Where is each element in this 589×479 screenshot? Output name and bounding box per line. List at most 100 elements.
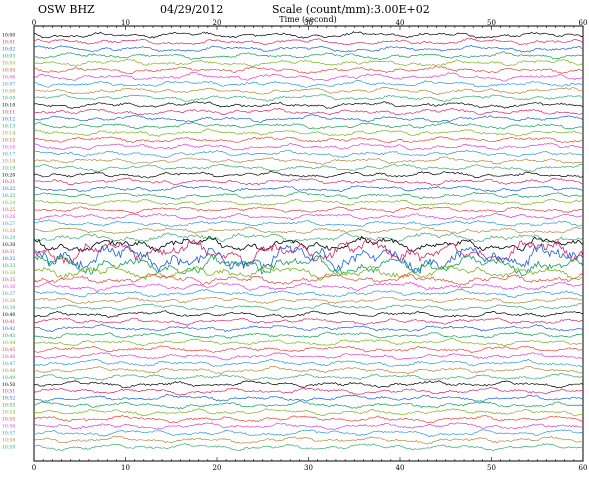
row-labels-group: 10:0010:0110:0210:0310:0410:0510:0610:07…	[2, 33, 15, 451]
trace-line	[33, 149, 584, 158]
trace-line	[33, 310, 583, 319]
row-time-label: 10:20	[2, 172, 15, 178]
trace-line	[33, 265, 583, 281]
trace-line	[33, 238, 584, 267]
trace-line	[33, 38, 584, 46]
row-time-label: 10:59	[2, 445, 15, 451]
row-time-label: 10:51	[2, 389, 15, 395]
row-time-label: 10:14	[2, 130, 15, 136]
trace-line	[33, 281, 584, 292]
scale-label: Scale (count/mm):3.00E+02	[272, 3, 430, 16]
trace-line	[33, 394, 584, 403]
bottom-tick-label: 40	[396, 464, 405, 472]
row-time-label: 10:37	[2, 291, 15, 297]
row-time-label: 10:08	[2, 88, 15, 94]
top-tick-label: 50	[487, 19, 496, 27]
row-time-label: 10:38	[2, 298, 15, 304]
row-time-label: 10:28	[2, 228, 15, 234]
trace-line	[33, 317, 584, 326]
trace-line	[33, 51, 584, 60]
trace-line	[33, 101, 584, 109]
row-time-label: 10:11	[2, 109, 15, 115]
top-tick-label: 60	[579, 19, 588, 27]
trace-line	[33, 352, 584, 361]
row-time-label: 10:01	[2, 40, 15, 46]
row-time-label: 10:36	[2, 284, 15, 290]
row-time-label: 10:40	[2, 312, 15, 318]
top-axis: 0 10 20 30 40 50 60	[32, 19, 588, 30]
row-time-label: 10:58	[2, 438, 15, 444]
row-time-label: 10:49	[2, 375, 15, 381]
row-time-label: 10:32	[2, 256, 15, 262]
trace-line	[33, 435, 584, 445]
trace-line	[33, 288, 584, 299]
top-tick-label: 0	[32, 19, 36, 27]
row-time-label: 10:41	[2, 319, 15, 325]
row-time-label: 10:31	[2, 249, 15, 255]
row-time-label: 10:03	[2, 54, 15, 60]
top-tick-label: 30	[304, 19, 313, 27]
trace-line	[33, 338, 584, 347]
row-time-label: 10:57	[2, 431, 15, 437]
row-time-label: 10:50	[2, 382, 15, 388]
trace-line	[33, 59, 584, 67]
row-time-label: 10:12	[2, 116, 15, 122]
trace-line	[33, 219, 584, 228]
row-time-label: 10:05	[2, 68, 15, 74]
trace-line	[33, 235, 584, 253]
top-tick-label: 20	[213, 19, 222, 27]
trace-line	[33, 414, 584, 424]
row-time-label: 10:07	[2, 81, 15, 87]
trace-line	[33, 232, 584, 244]
trace-line	[33, 323, 584, 333]
row-time-label: 10:34	[2, 270, 15, 276]
trace-line	[33, 86, 584, 95]
bottom-tick-label: 0	[32, 464, 36, 472]
row-time-label: 10:18	[2, 158, 15, 164]
row-time-label: 10:33	[2, 263, 15, 269]
trace-line	[34, 408, 584, 417]
row-time-label: 10:35	[2, 277, 15, 283]
trace-line	[33, 400, 584, 410]
trace-line	[33, 45, 584, 53]
trace-line	[33, 142, 583, 151]
row-time-label: 10:15	[2, 137, 15, 143]
row-time-label: 10:25	[2, 207, 15, 213]
row-time-label: 10:44	[2, 340, 15, 346]
row-time-label: 10:04	[2, 61, 15, 67]
row-time-label: 10:53	[2, 403, 15, 409]
row-time-label: 10:46	[2, 354, 15, 360]
row-time-label: 10:06	[2, 74, 15, 80]
row-time-label: 10:17	[2, 151, 15, 157]
row-time-label: 10:00	[2, 33, 15, 39]
row-time-label: 10:24	[2, 200, 15, 206]
trace-line	[33, 136, 584, 144]
trace-line	[33, 442, 584, 452]
trace-line	[33, 345, 584, 354]
trace-line	[33, 107, 584, 116]
row-time-label: 10:30	[2, 242, 15, 248]
trace-line	[33, 71, 584, 82]
trace-line	[33, 365, 584, 375]
trace-line	[33, 163, 584, 173]
trace-line	[33, 242, 584, 275]
trace-line	[33, 170, 584, 179]
trace-line	[33, 80, 584, 88]
row-time-label: 10:42	[2, 326, 15, 332]
row-time-label: 10:23	[2, 193, 15, 199]
trace-line	[33, 198, 584, 207]
row-time-label: 10:43	[2, 333, 15, 339]
trace-line	[33, 273, 584, 286]
trace-line	[33, 212, 584, 221]
trace-line	[33, 429, 584, 438]
row-time-label: 10:29	[2, 235, 15, 241]
row-time-label: 10:56	[2, 424, 15, 430]
trace-line	[33, 128, 584, 137]
row-time-label: 10:02	[2, 47, 15, 53]
row-time-label: 10:10	[2, 102, 15, 108]
trace-line	[33, 226, 584, 235]
row-time-label: 10:45	[2, 347, 15, 353]
row-time-label: 10:22	[2, 186, 15, 192]
trace-line	[34, 31, 584, 39]
